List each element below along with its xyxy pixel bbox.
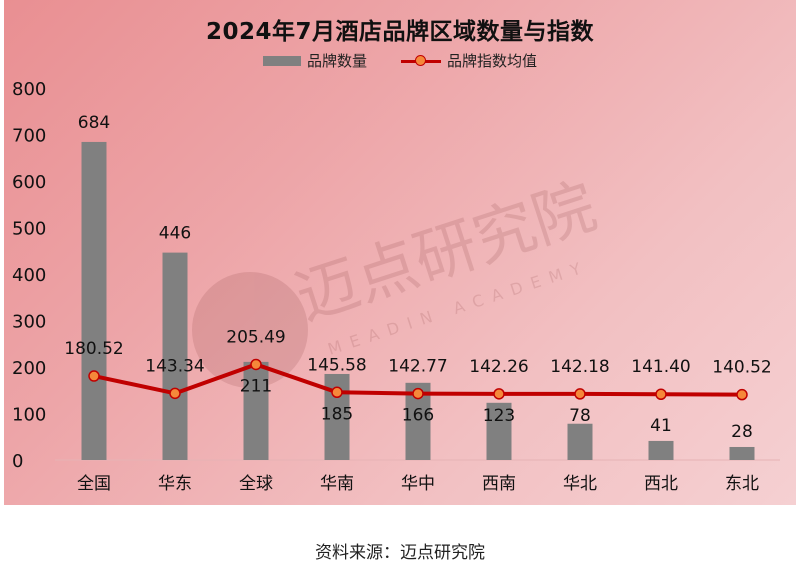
bar xyxy=(729,446,755,460)
bar xyxy=(162,252,188,460)
bar xyxy=(81,141,107,460)
y-tick-label: 500 xyxy=(12,219,46,240)
line-marker xyxy=(169,387,181,400)
y-tick-label: 800 xyxy=(12,79,46,100)
bar-value-label: 41 xyxy=(650,416,672,436)
legend-item-bar: 品牌数量 xyxy=(262,50,367,71)
bar-value-label: 28 xyxy=(731,422,753,442)
chart-plot: 迈点研究院 MEADIN ACADEMY 0 100 200 300 400 500 600… xyxy=(12,79,780,494)
legend-line-marker-icon xyxy=(401,54,441,67)
line-marker xyxy=(655,388,667,400)
bar xyxy=(243,361,269,460)
x-tick-label: 东北 xyxy=(725,474,759,494)
line-marker xyxy=(412,387,424,400)
legend-line-label: 品牌指数均值 xyxy=(447,52,538,70)
legend-bar-label: 品牌数量 xyxy=(306,52,367,70)
line-value-label: 145.58 xyxy=(307,355,366,375)
legend-item-line: 品牌指数均值 xyxy=(401,50,537,71)
watermark-logo-icon xyxy=(192,272,308,388)
line-value-label: 140.52 xyxy=(712,358,771,378)
bar-value-label: 185 xyxy=(321,404,353,424)
legend-bar-swatch-icon xyxy=(262,55,301,66)
x-tick-label: 西南 xyxy=(482,474,516,494)
line-marker xyxy=(493,388,505,400)
bar-value-label: 78 xyxy=(569,406,591,426)
line-marker xyxy=(250,358,262,371)
x-tick-label: 华南 xyxy=(320,474,354,494)
line-value-label: 180.52 xyxy=(64,339,123,359)
bar-value-label: 684 xyxy=(78,113,110,133)
x-tick-label: 华中 xyxy=(401,474,435,494)
chart-panel xyxy=(4,0,796,505)
x-tick-label: 全球 xyxy=(239,474,273,494)
y-tick-label: 700 xyxy=(12,126,46,147)
y-tick-label: 600 xyxy=(12,172,46,193)
y-tick-label: 200 xyxy=(12,358,46,379)
y-tick-label: 0 xyxy=(12,451,23,472)
y-tick-label: 400 xyxy=(12,265,46,286)
bar-value-label: 123 xyxy=(483,406,515,426)
bar-value-label: 211 xyxy=(240,376,272,396)
bar xyxy=(648,440,674,460)
line-marker xyxy=(88,370,100,382)
line-value-label: 142.26 xyxy=(469,357,528,377)
x-tick-label: 华北 xyxy=(563,474,597,494)
x-tick-label: 西北 xyxy=(644,474,678,494)
x-axis: 全国 华东 全球 华南 华中 西南 华北 西北 东北 xyxy=(77,474,759,494)
bar-value-label: 166 xyxy=(402,406,434,426)
x-tick-label: 全国 xyxy=(77,474,111,494)
y-axis: 0 100 200 300 400 500 600 700 800 xyxy=(12,79,46,472)
x-tick-label: 华东 xyxy=(158,474,192,494)
bar xyxy=(486,402,512,460)
y-tick-label: 300 xyxy=(12,312,46,333)
bar xyxy=(567,423,593,460)
line-value-label: 141.40 xyxy=(631,357,690,377)
chart-title: 2024年7月酒店品牌区域数量与指数 xyxy=(205,19,595,45)
watermark: 迈点研究院 MEADIN ACADEMY xyxy=(192,169,604,388)
line-value-label: 142.18 xyxy=(550,357,609,377)
line-marker xyxy=(331,386,343,399)
line-marker xyxy=(736,388,748,401)
line-marker xyxy=(574,388,586,400)
line-value-label: 205.49 xyxy=(226,327,285,347)
bar-value-label: 446 xyxy=(159,224,191,244)
y-tick-label: 100 xyxy=(12,405,46,426)
source-note: 资料来源：迈点研究院 xyxy=(315,543,485,563)
line-value-label: 142.77 xyxy=(388,357,447,377)
line-value-label: 143.34 xyxy=(145,356,204,376)
line-series: 684 446 211 185 166 123 78 41 28 180.52 143.34 205.… xyxy=(64,113,771,442)
chart-legend: 品牌数量 品牌指数均值 xyxy=(0,50,800,71)
